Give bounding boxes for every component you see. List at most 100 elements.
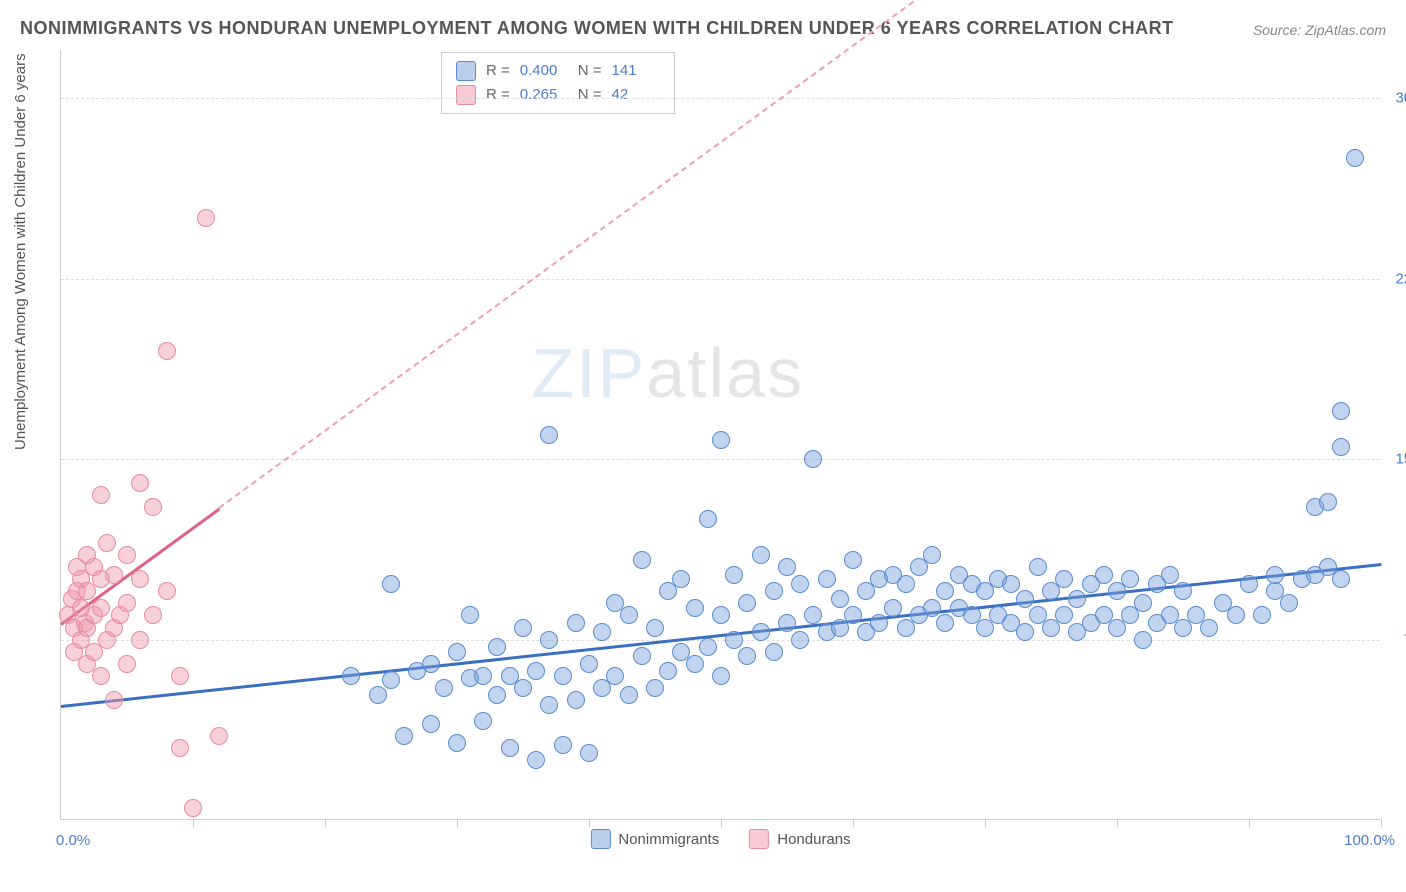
data-point-nonimmigrants bbox=[422, 655, 440, 673]
gridline bbox=[61, 459, 1380, 460]
legend-item: Hondurans bbox=[749, 829, 850, 849]
data-point-nonimmigrants bbox=[712, 606, 730, 624]
data-point-hondurans bbox=[184, 799, 202, 817]
data-point-nonimmigrants bbox=[422, 715, 440, 733]
data-point-nonimmigrants bbox=[435, 679, 453, 697]
data-point-nonimmigrants bbox=[540, 631, 558, 649]
data-point-hondurans bbox=[197, 209, 215, 227]
data-point-nonimmigrants bbox=[1068, 590, 1086, 608]
series-legend: Nonimmigrants Hondurans bbox=[590, 829, 850, 849]
data-point-nonimmigrants bbox=[474, 667, 492, 685]
data-point-hondurans bbox=[118, 594, 136, 612]
data-point-nonimmigrants bbox=[778, 558, 796, 576]
data-point-nonimmigrants bbox=[514, 619, 532, 637]
data-point-nonimmigrants bbox=[725, 631, 743, 649]
legend-swatch bbox=[456, 61, 476, 81]
data-point-nonimmigrants bbox=[765, 582, 783, 600]
data-point-nonimmigrants bbox=[712, 431, 730, 449]
x-axis-max-label: 100.0% bbox=[1344, 832, 1395, 849]
data-point-nonimmigrants bbox=[1002, 575, 1020, 593]
data-point-nonimmigrants bbox=[580, 744, 598, 762]
data-point-hondurans bbox=[118, 546, 136, 564]
data-point-nonimmigrants bbox=[752, 546, 770, 564]
data-point-nonimmigrants bbox=[870, 614, 888, 632]
legend-item: Nonimmigrants bbox=[590, 829, 719, 849]
data-point-nonimmigrants bbox=[791, 631, 809, 649]
r-value: 0.400 bbox=[520, 59, 568, 83]
data-point-nonimmigrants bbox=[923, 546, 941, 564]
data-point-nonimmigrants bbox=[1134, 594, 1152, 612]
legend-label: Hondurans bbox=[777, 831, 850, 848]
data-point-nonimmigrants bbox=[831, 590, 849, 608]
data-point-hondurans bbox=[92, 599, 110, 617]
r-label: R = bbox=[486, 59, 510, 83]
data-point-nonimmigrants bbox=[1346, 149, 1364, 167]
data-point-nonimmigrants bbox=[567, 691, 585, 709]
x-tick bbox=[589, 819, 590, 827]
data-point-nonimmigrants bbox=[554, 667, 572, 685]
data-point-nonimmigrants bbox=[1266, 566, 1284, 584]
data-point-nonimmigrants bbox=[804, 450, 822, 468]
data-point-nonimmigrants bbox=[580, 655, 598, 673]
data-point-nonimmigrants bbox=[844, 551, 862, 569]
data-point-hondurans bbox=[118, 655, 136, 673]
legend-swatch bbox=[590, 829, 610, 849]
data-point-nonimmigrants bbox=[1240, 575, 1258, 593]
data-point-nonimmigrants bbox=[778, 614, 796, 632]
data-point-nonimmigrants bbox=[725, 566, 743, 584]
data-point-hondurans bbox=[144, 498, 162, 516]
data-point-nonimmigrants bbox=[554, 736, 572, 754]
data-point-nonimmigrants bbox=[448, 643, 466, 661]
data-point-nonimmigrants bbox=[382, 671, 400, 689]
data-point-nonimmigrants bbox=[1134, 631, 1152, 649]
x-tick bbox=[1381, 819, 1382, 827]
data-point-nonimmigrants bbox=[488, 638, 506, 656]
y-axis-label: Unemployment Among Women with Children U… bbox=[12, 53, 29, 450]
x-tick bbox=[721, 819, 722, 827]
data-point-hondurans bbox=[210, 727, 228, 745]
data-point-nonimmigrants bbox=[540, 696, 558, 714]
data-point-nonimmigrants bbox=[369, 686, 387, 704]
data-point-nonimmigrants bbox=[1319, 493, 1337, 511]
data-point-hondurans bbox=[131, 474, 149, 492]
data-point-nonimmigrants bbox=[1280, 594, 1298, 612]
n-label: N = bbox=[578, 83, 602, 107]
data-point-nonimmigrants bbox=[633, 551, 651, 569]
legend-swatch bbox=[749, 829, 769, 849]
data-point-nonimmigrants bbox=[1055, 570, 1073, 588]
data-point-nonimmigrants bbox=[1016, 590, 1034, 608]
data-point-nonimmigrants bbox=[712, 667, 730, 685]
x-tick bbox=[853, 819, 854, 827]
y-tick-label: 15.0% bbox=[1395, 451, 1406, 468]
x-tick bbox=[457, 819, 458, 827]
correlation-stats-box: R =0.400N =141R =0.265N =42 bbox=[441, 52, 675, 114]
data-point-nonimmigrants bbox=[686, 599, 704, 617]
r-value: 0.265 bbox=[520, 83, 568, 107]
data-point-nonimmigrants bbox=[923, 599, 941, 617]
data-point-nonimmigrants bbox=[474, 712, 492, 730]
gridline bbox=[61, 640, 1380, 641]
data-point-nonimmigrants bbox=[1332, 402, 1350, 420]
data-point-nonimmigrants bbox=[699, 510, 717, 528]
y-tick-label: 30.0% bbox=[1395, 90, 1406, 107]
data-point-nonimmigrants bbox=[1029, 558, 1047, 576]
data-point-nonimmigrants bbox=[395, 727, 413, 745]
data-point-hondurans bbox=[92, 486, 110, 504]
data-point-nonimmigrants bbox=[765, 643, 783, 661]
data-point-hondurans bbox=[171, 667, 189, 685]
data-point-nonimmigrants bbox=[936, 582, 954, 600]
data-point-nonimmigrants bbox=[567, 614, 585, 632]
data-point-nonimmigrants bbox=[527, 751, 545, 769]
data-point-nonimmigrants bbox=[593, 623, 611, 641]
stats-row: R =0.265N =42 bbox=[456, 83, 660, 107]
data-point-hondurans bbox=[158, 342, 176, 360]
data-point-nonimmigrants bbox=[1095, 566, 1113, 584]
data-point-nonimmigrants bbox=[646, 619, 664, 637]
data-point-nonimmigrants bbox=[382, 575, 400, 593]
legend-swatch bbox=[456, 85, 476, 105]
n-value: 141 bbox=[612, 59, 660, 83]
data-point-nonimmigrants bbox=[540, 426, 558, 444]
data-point-nonimmigrants bbox=[620, 606, 638, 624]
data-point-nonimmigrants bbox=[461, 606, 479, 624]
scatter-plot: ZIPatlas R =0.400N =141R =0.265N =42 0.0… bbox=[60, 50, 1380, 820]
